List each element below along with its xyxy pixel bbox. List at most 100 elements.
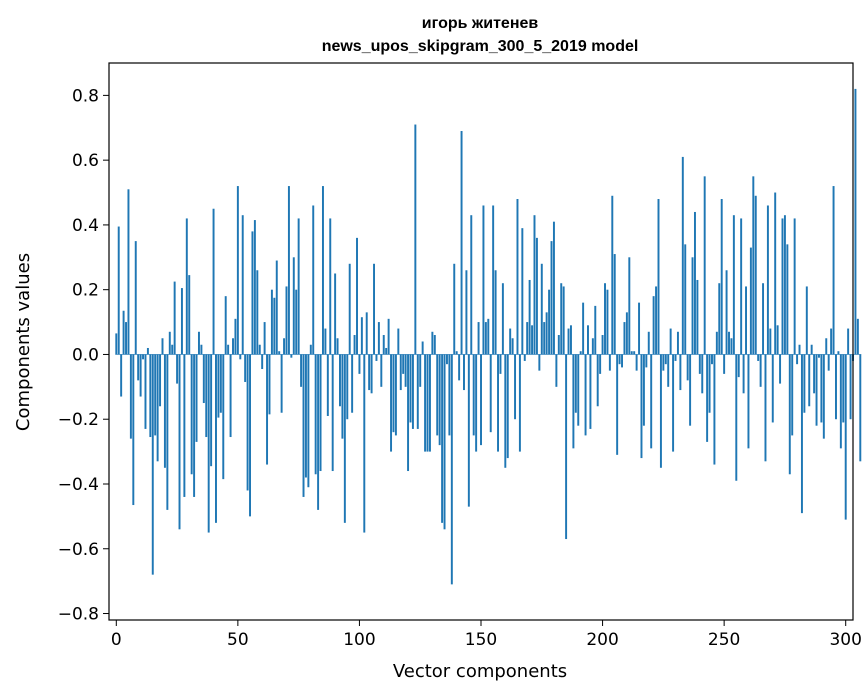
bar [574,354,577,413]
bar [370,354,373,394]
bar [572,354,575,449]
bar [657,199,660,355]
bar [480,354,482,446]
bar [764,354,767,462]
bar [431,331,434,355]
bar [630,351,633,355]
bar [163,354,166,468]
bar [195,354,198,442]
bar [190,354,193,475]
bar [625,312,628,355]
bar [390,354,393,452]
bar [749,247,752,355]
bar [275,260,278,355]
bar [601,335,604,355]
bar [713,354,716,465]
bar [443,354,446,530]
bar [693,211,696,355]
y-axis-label: Components values [13,253,34,431]
y-tick-label: −0.6 [58,540,99,560]
bar [324,328,327,355]
bar [803,354,806,413]
y-axis-ticks: −0.8 −0.6 −0.4 −0.2 0.0 0.2 0.4 0.6 0.8 [58,86,109,625]
bar [667,354,670,387]
bar [368,354,371,391]
bar [492,205,495,355]
bar [125,322,127,355]
bar [817,354,820,358]
y-tick-label: 0.2 [72,281,99,301]
bar [562,286,565,355]
bar [718,283,721,355]
bar [638,302,641,355]
bar [292,257,295,355]
bar [779,354,782,384]
y-tick-label: 0.4 [72,216,99,236]
bar [633,351,636,355]
bar [127,189,130,355]
bar [735,354,738,481]
bar [839,354,842,449]
bar [642,354,645,426]
bar [351,354,354,413]
bar [290,354,293,358]
bar [399,354,402,391]
bar [329,218,332,355]
bar [793,218,796,355]
bar [521,228,524,355]
bar [650,354,653,449]
bars-group [115,88,862,585]
bar [409,354,412,423]
bar [623,322,626,355]
bar [856,318,859,355]
bar [263,322,266,355]
bar [453,263,456,355]
bar [800,354,803,514]
bar [419,354,422,387]
bar [309,344,312,355]
bar [348,263,351,355]
bar [499,354,502,374]
bar [404,354,407,387]
bar [745,286,747,355]
bar [200,344,203,355]
bar [754,195,757,355]
bar [217,354,220,418]
chart-title-line-1: игорь житенев [422,15,539,32]
bar [560,283,563,355]
bar [229,354,232,438]
bar [122,310,125,355]
bar [730,338,733,355]
bar [161,338,164,355]
bar [132,354,135,506]
bar [326,354,329,416]
bar [421,341,424,355]
bar [467,354,470,507]
bar [202,354,205,404]
x-axis-ticks: 0 50 100 150 200 250 300 [111,620,862,650]
bar [708,354,711,413]
bar [613,254,616,355]
bar [287,186,290,355]
bar [757,354,760,361]
bar [618,354,621,365]
bar [759,354,762,387]
y-tick-label: −0.8 [58,605,99,625]
bar [280,354,283,413]
bar [176,354,179,384]
x-tick-label: 0 [111,630,122,650]
bar [659,354,662,468]
bar [246,354,249,491]
bar [501,283,504,355]
bar [703,176,706,355]
bar [859,354,862,462]
bar [302,354,305,497]
chart-title: игорь житенев news_upos_skipgram_300_5_2… [322,15,639,55]
bar [212,208,215,355]
bar [385,347,388,355]
bar [747,354,750,449]
bar [129,354,132,439]
bar [545,312,548,355]
bar [582,302,585,355]
